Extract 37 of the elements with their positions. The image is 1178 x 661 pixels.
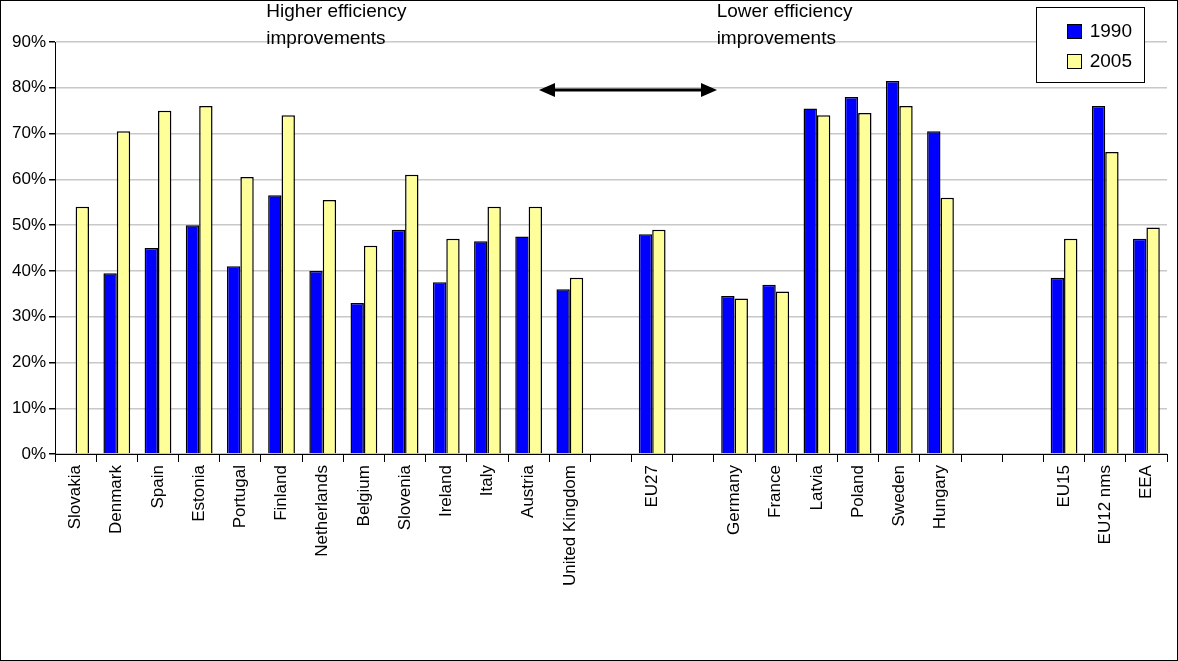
x-tick-label: Estonia [188,464,208,522]
x-tick-label: Sweden [888,465,908,527]
x-tick-label: Hungary [930,464,950,530]
x-tick-label: Latvia [806,464,826,511]
y-tick-label: 40% [11,260,47,280]
x-tick-label: Italy [477,464,497,497]
x-tick-label: Slovenia [394,464,414,531]
x-tick-label: EU15 [1053,465,1073,508]
y-tick-label: 10% [11,397,47,417]
legend-label: 1990 [1089,19,1132,43]
y-tick-label: 60% [11,169,47,189]
x-tick-label: Ireland [435,465,455,518]
x-tick-label: Belgium [353,465,373,527]
x-tick-label: United Kingdom [559,465,579,587]
y-tick-label: 50% [11,214,47,234]
annotation: Lower efficiency improvements [716,0,854,48]
x-tick-label: France [765,465,785,518]
y-tick-label: 70% [11,123,47,143]
annotation: Higher efficiency improvements [266,0,407,48]
x-tick-label: Denmark [106,464,126,535]
legend-label: 2005 [1089,49,1132,73]
x-tick-label: Slovakia [65,464,85,530]
y-tick-label: 30% [11,306,47,326]
x-tick-label: Netherlands [312,465,332,557]
y-tick-label: 20% [11,352,47,372]
y-tick-label: 80% [11,77,47,97]
x-tick-label: Finland [271,465,291,521]
x-tick-label: Spain [147,465,167,509]
x-tick-label: Poland [847,465,867,518]
x-tick-label: EU27 [641,465,661,508]
x-tick-label: Germany [724,464,744,535]
x-tick-label: Austria [518,464,538,518]
y-tick-label: 90% [11,31,47,51]
x-tick-label: EU12 nms [1094,465,1114,545]
y-tick-label: 0% [21,443,47,463]
x-tick-label: EEA [1136,464,1156,500]
x-tick-label: Portugal [230,465,250,529]
